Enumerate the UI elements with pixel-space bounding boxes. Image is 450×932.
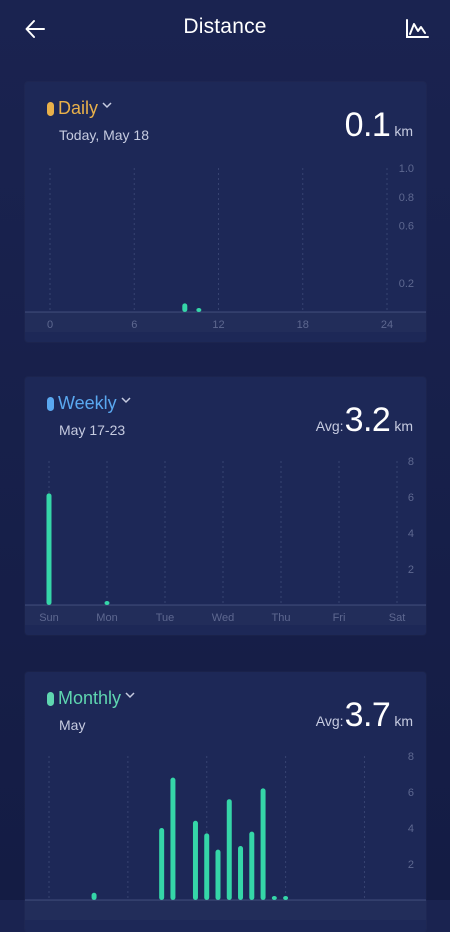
top-bar: Distance [0,0,450,56]
x-tick-label: Fri [333,612,346,624]
line-chart-icon [406,19,429,38]
x-axis-strip [25,900,426,920]
daily-value: 0.1 [344,106,391,144]
bar [260,788,266,900]
weekly-card: 8 6 4 2 Sun Mon Tue Wed Thu Fri Sat Weekly May 17-… [25,377,426,635]
weekly-period-selector[interactable]: Weekly [47,393,131,414]
x-axis-strip [25,312,426,332]
y-tick-label: 8 [408,751,414,763]
weekly-value: 3.2 [344,401,391,439]
weekly-unit: km [394,418,413,434]
y-tick-label: 4 [408,823,414,835]
y-tick-label: 0.8 [399,192,414,204]
bar [238,846,244,900]
monthly-avg-label: Avg: [315,713,344,729]
daily-total: 0.1 km [344,106,413,145]
daily-date: Today, May 18 [59,127,150,143]
x-tick-label: Sat [389,612,406,624]
y-tick-label: 4 [408,528,414,540]
bar [182,303,188,312]
arrow-left-icon [25,20,45,38]
x-tick-label: Tue [156,612,175,624]
weekly-avg-label: Avg: [315,418,344,434]
y-tick-label: 2 [408,859,414,871]
bar [283,896,289,900]
bar [204,833,210,900]
weekly-chart: 8 6 4 2 Sun Mon Tue Wed Thu Fri Sat [25,456,426,624]
x-tick-label: Mon [96,612,117,624]
chevron-down-icon [125,692,135,699]
weekly-date: May 17-23 [59,422,126,438]
monthly-period-selector[interactable]: Monthly [47,688,135,709]
y-tick-label: 0.6 [399,221,414,233]
chevron-down-icon [102,102,112,109]
bar [170,777,176,900]
y-tick-label: 1.0 [399,163,414,175]
monthly-value: 3.7 [344,696,391,734]
x-tick-label: Thu [272,612,291,624]
x-tick-label: 18 [297,319,309,331]
page-title: Distance [183,15,267,38]
bar [192,820,198,900]
monthly-average: Avg: 3.7 km [316,696,413,735]
weekly-color-indicator [47,396,54,411]
y-tick-label: 6 [408,492,414,504]
monthly-date: May [59,717,86,733]
bar [226,799,232,900]
monthly-unit: km [394,713,413,729]
daily-unit: km [394,123,413,139]
x-tick-label: Sun [39,612,59,624]
y-tick-label: 6 [408,787,414,799]
monthly-label: Monthly [58,688,122,708]
chart-view-button[interactable] [400,12,434,46]
chevron-down-icon [121,397,131,404]
weekly-average: Avg: 3.2 km [316,401,413,440]
daily-period-selector[interactable]: Daily [47,98,149,119]
bar [91,892,97,900]
weekly-label: Weekly [58,393,117,413]
bar [215,849,221,900]
bar [196,308,202,312]
y-tick-label: 8 [408,456,414,468]
daily-label: Daily [58,98,99,118]
daily-chart: 1.0 0.8 0.6 0.2 0 6 12 18 24 [25,163,426,332]
x-tick-label: 12 [212,319,224,331]
y-tick-label: 2 [408,564,414,576]
daily-card: 1.0 0.8 0.6 0.2 0 6 12 18 24 Daily Today, May 18… [25,82,426,342]
bar [46,493,52,605]
daily-color-indicator [47,101,54,116]
x-tick-label: 0 [47,319,53,331]
monthly-card: 8 6 4 2 Monthly May Avg: 3.7 km [25,672,426,932]
y-tick-label: 0.2 [399,278,414,290]
bar [249,831,255,900]
bar [159,828,165,900]
bar [104,601,110,605]
back-button[interactable] [18,12,52,46]
monthly-color-indicator [47,691,54,706]
x-tick-label: 6 [131,319,137,331]
bar [271,896,277,900]
x-tick-label: Wed [212,612,234,624]
x-tick-label: 24 [381,319,393,331]
